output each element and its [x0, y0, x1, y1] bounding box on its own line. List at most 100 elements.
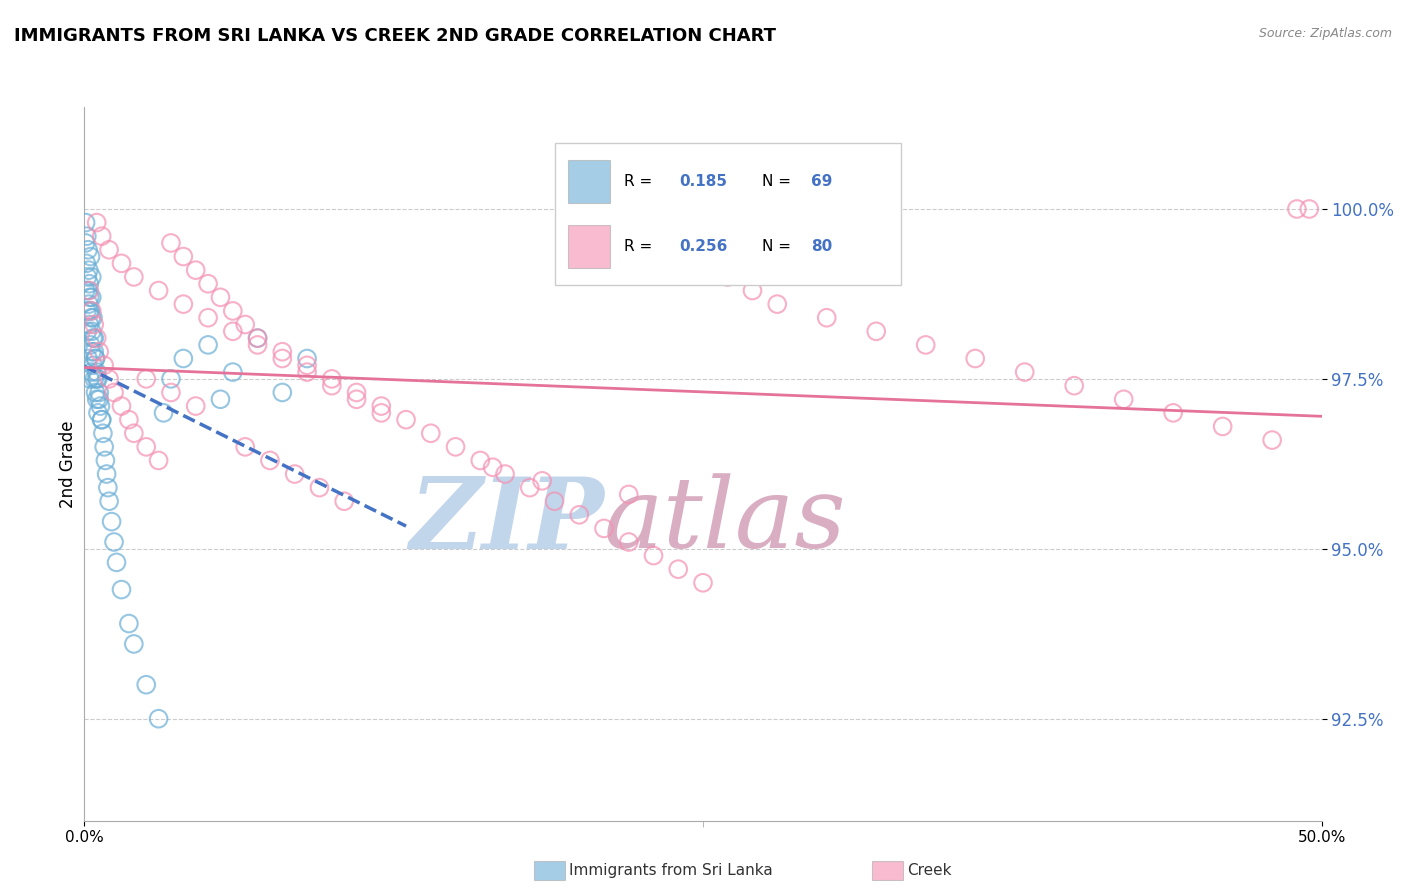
Point — [86, 216, 108, 230]
Point — [197, 338, 219, 352]
Point — [76, 269, 98, 284]
Point — [160, 372, 183, 386]
Point — [172, 297, 194, 311]
Point — [617, 487, 640, 501]
Point — [617, 535, 640, 549]
Point — [1298, 202, 1320, 216]
Point — [75, 235, 97, 250]
Point — [271, 344, 294, 359]
Text: 80: 80 — [811, 239, 832, 254]
Text: IMMIGRANTS FROM SRI LANKA VS CREEK 2ND GRADE CORRELATION CHART: IMMIGRANTS FROM SRI LANKA VS CREEK 2ND G… — [14, 27, 776, 45]
Point — [118, 616, 141, 631]
Point — [271, 385, 294, 400]
Point — [1285, 202, 1308, 216]
Point — [91, 426, 114, 441]
Text: 69: 69 — [811, 174, 832, 189]
Point — [84, 351, 107, 366]
Text: R =: R = — [624, 174, 657, 189]
Point — [543, 494, 565, 508]
Point — [271, 351, 294, 366]
Point — [100, 515, 122, 529]
Point — [84, 351, 107, 366]
Bar — [568, 160, 610, 202]
Point — [75, 216, 97, 230]
Text: Creek: Creek — [907, 863, 952, 878]
Text: N =: N = — [762, 174, 796, 189]
Point — [148, 284, 170, 298]
Point — [79, 284, 101, 298]
Point — [692, 575, 714, 590]
Point — [741, 284, 763, 298]
Point — [419, 426, 441, 441]
Point — [90, 229, 112, 244]
Point — [209, 392, 232, 407]
Point — [246, 331, 269, 345]
Point — [79, 318, 101, 332]
Point — [79, 304, 101, 318]
Point — [94, 453, 117, 467]
Point — [1212, 419, 1234, 434]
Point — [83, 372, 105, 386]
Point — [233, 440, 256, 454]
Point — [83, 331, 105, 345]
Text: Immigrants from Sri Lanka: Immigrants from Sri Lanka — [569, 863, 773, 878]
Point — [93, 440, 115, 454]
Point — [531, 474, 554, 488]
Point — [110, 582, 132, 597]
Point — [83, 344, 105, 359]
Point — [87, 372, 110, 386]
Point — [77, 243, 100, 257]
Point — [444, 440, 467, 454]
Point — [593, 521, 616, 535]
Point — [333, 494, 356, 508]
Point — [481, 460, 503, 475]
Point — [184, 399, 207, 413]
Point — [246, 338, 269, 352]
Point — [470, 453, 492, 467]
Point — [135, 372, 157, 386]
Point — [79, 250, 101, 264]
Point — [86, 365, 108, 379]
Point — [110, 399, 132, 413]
Point — [79, 277, 101, 291]
Point — [160, 385, 183, 400]
Point — [110, 256, 132, 270]
Point — [77, 351, 100, 366]
Point — [284, 467, 307, 481]
Point — [1063, 378, 1085, 392]
Point — [259, 453, 281, 467]
Point — [321, 372, 343, 386]
Point — [295, 351, 318, 366]
Point — [103, 535, 125, 549]
Point — [222, 304, 245, 318]
Point — [308, 481, 330, 495]
Point — [1161, 406, 1184, 420]
Text: 0.256: 0.256 — [679, 239, 728, 254]
Point — [90, 412, 112, 426]
Point — [80, 324, 103, 338]
Point — [233, 318, 256, 332]
Point — [83, 318, 105, 332]
Point — [98, 494, 121, 508]
Point — [815, 310, 838, 325]
Point — [96, 467, 118, 481]
Point — [321, 378, 343, 392]
Point — [90, 412, 112, 426]
Point — [86, 392, 108, 407]
Point — [643, 549, 665, 563]
Point — [80, 269, 103, 284]
Point — [184, 263, 207, 277]
Point — [79, 290, 101, 304]
Point — [222, 324, 245, 338]
Point — [295, 359, 318, 373]
Point — [1014, 365, 1036, 379]
Point — [79, 338, 101, 352]
Point — [246, 331, 269, 345]
Point — [93, 359, 115, 373]
Point — [494, 467, 516, 481]
Point — [80, 310, 103, 325]
Point — [103, 385, 125, 400]
Y-axis label: 2nd Grade: 2nd Grade — [59, 420, 77, 508]
Point — [197, 310, 219, 325]
Point — [80, 290, 103, 304]
